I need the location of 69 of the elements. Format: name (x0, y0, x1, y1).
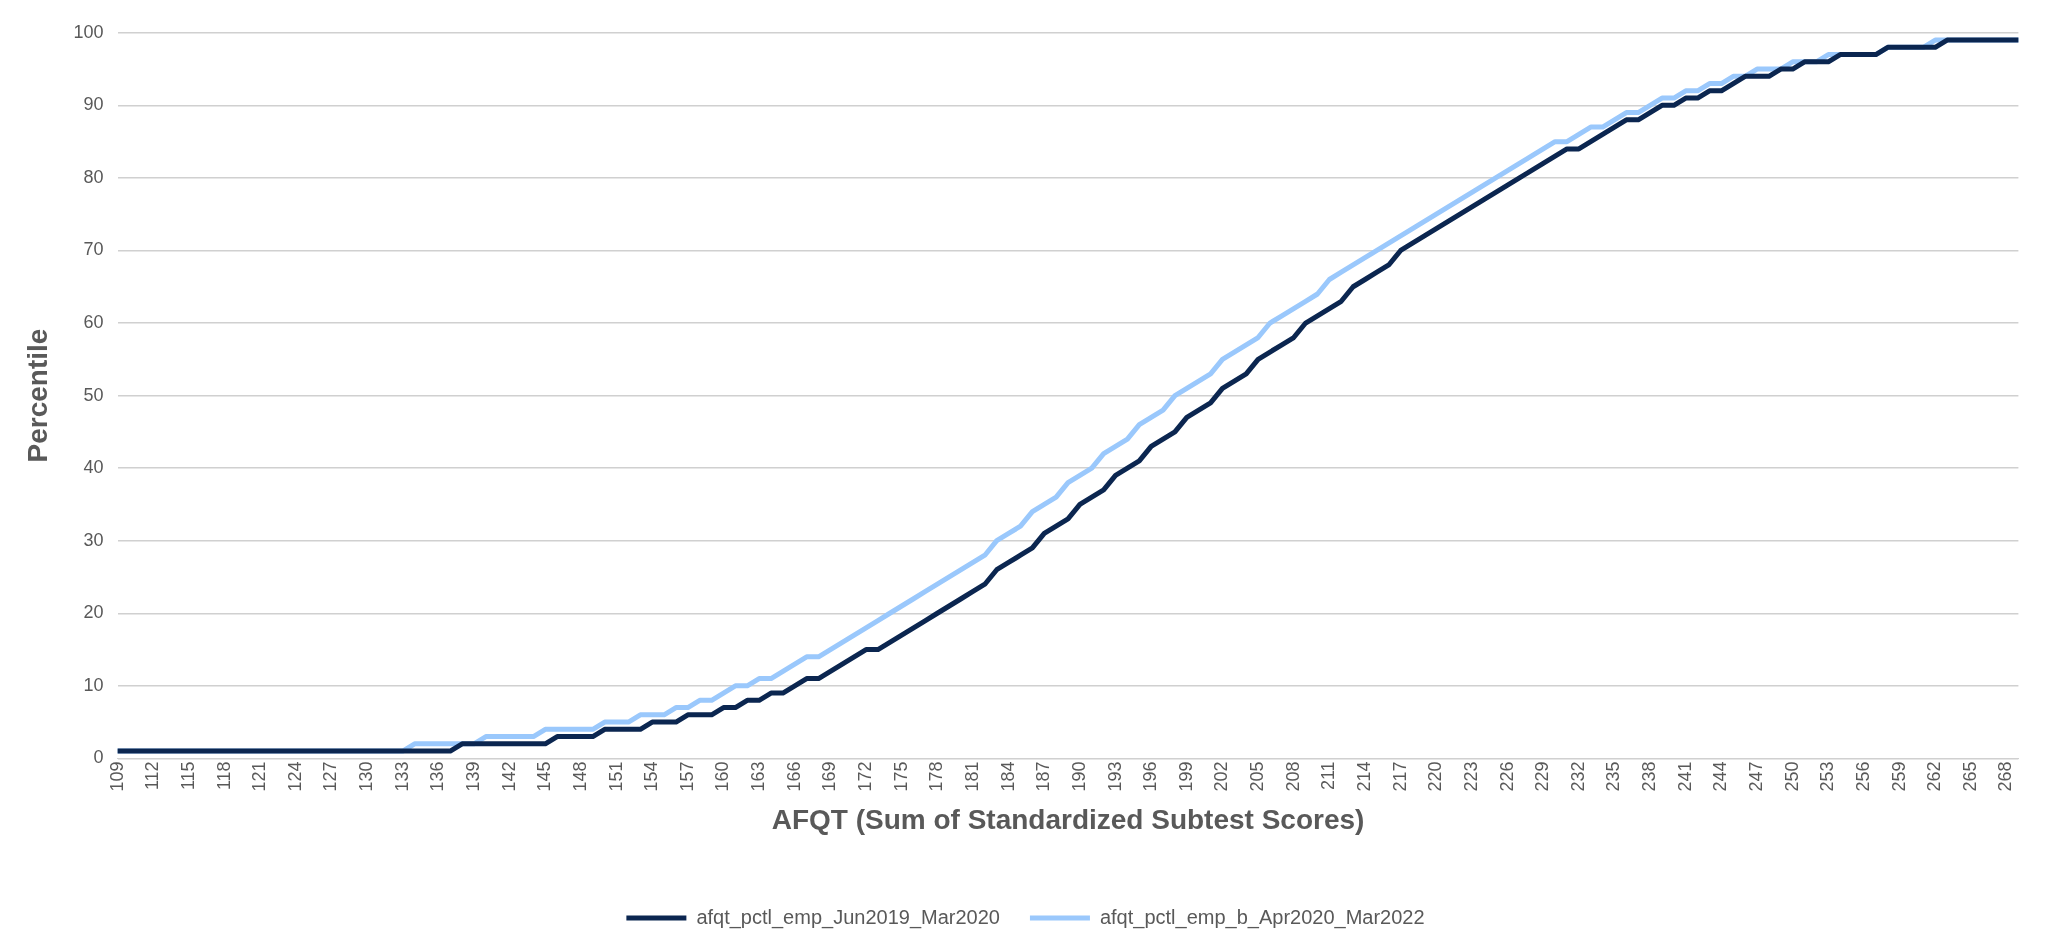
x-tick-label: 190 (1068, 761, 1089, 792)
x-tick-label: 139 (462, 761, 483, 792)
x-tick-label: 214 (1353, 761, 1374, 792)
x-tick-label: 115 (177, 761, 198, 791)
y-tick-label: 70 (83, 239, 104, 260)
x-tick-label: 193 (1104, 761, 1125, 792)
y-tick-label: 30 (83, 529, 104, 550)
x-tick-label: 109 (106, 761, 127, 792)
x-tick-label: 232 (1567, 761, 1588, 792)
x-tick-label: 112 (142, 761, 163, 791)
x-tick-label: 127 (320, 761, 341, 792)
x-tick-label: 169 (819, 761, 840, 792)
x-tick-label: 118 (213, 761, 234, 791)
x-tick-label: 130 (356, 761, 377, 792)
x-tick-label: 226 (1496, 761, 1517, 792)
y-tick-label: 50 (83, 384, 104, 405)
y-tick-label: 40 (83, 457, 104, 478)
x-tick-label: 124 (284, 761, 305, 792)
x-tick-label: 211 (1318, 761, 1339, 791)
x-tick-label: 157 (676, 761, 697, 792)
x-tick-label: 154 (641, 761, 662, 792)
x-tick-label: 244 (1710, 761, 1731, 792)
legend-label: afqt_pctl_emp_b_Apr2020_Mar2022 (1099, 905, 1425, 929)
y-tick-label: 90 (83, 94, 104, 115)
x-tick-label: 133 (391, 761, 412, 792)
x-tick-label: 238 (1639, 761, 1660, 792)
x-tick-label: 247 (1746, 761, 1767, 792)
x-tick-label: 172 (855, 761, 876, 792)
x-tick-label: 142 (498, 761, 519, 792)
y-axis-title: Percentile (21, 328, 53, 463)
x-tick-label: 148 (569, 761, 590, 792)
y-tick-label: 10 (83, 674, 104, 695)
x-tick-label: 181 (961, 761, 982, 792)
x-tick-label: 136 (427, 761, 448, 792)
x-tick-label: 229 (1532, 761, 1553, 792)
x-tick-label: 166 (783, 761, 804, 792)
x-tick-label: 220 (1425, 761, 1446, 792)
x-tick-label: 250 (1781, 761, 1802, 792)
x-tick-label: 196 (1140, 761, 1161, 792)
y-tick-label: 20 (83, 602, 104, 623)
legend-label: afqt_pctl_emp_Jun2019_Mar2020 (696, 905, 1000, 929)
x-axis-title: AFQT (Sum of Standardized Subtest Scores) (771, 803, 1365, 835)
x-tick-label: 184 (997, 761, 1018, 792)
x-tick-label: 259 (1888, 761, 1909, 792)
y-tick-label: 80 (83, 166, 104, 187)
x-tick-label: 121 (249, 761, 270, 792)
x-tick-label: 205 (1247, 761, 1268, 792)
x-tick-label: 202 (1211, 761, 1232, 792)
y-tick-label: 60 (83, 312, 104, 332)
x-tick-label: 265 (1959, 761, 1980, 792)
x-tick-label: 208 (1282, 761, 1303, 792)
x-tick-label: 217 (1389, 761, 1410, 792)
x-tick-label: 262 (1924, 761, 1945, 792)
y-tick-label: 0 (93, 747, 104, 768)
x-tick-label: 160 (712, 761, 733, 792)
x-tick-label: 223 (1460, 761, 1481, 792)
x-tick-label: 199 (1175, 761, 1196, 792)
x-tick-label: 256 (1852, 761, 1873, 792)
x-tick-label: 178 (926, 761, 947, 792)
x-tick-label: 241 (1674, 761, 1695, 792)
x-tick-label: 151 (605, 761, 626, 792)
x-tick-label: 268 (1995, 761, 2016, 792)
x-tick-label: 187 (1033, 761, 1054, 792)
x-tick-label: 253 (1817, 761, 1838, 792)
x-tick-label: 235 (1603, 761, 1624, 792)
x-tick-label: 145 (534, 761, 555, 792)
x-tick-label: 163 (748, 761, 769, 792)
y-tick-label: 100 (73, 21, 104, 42)
x-tick-label: 175 (890, 761, 911, 792)
